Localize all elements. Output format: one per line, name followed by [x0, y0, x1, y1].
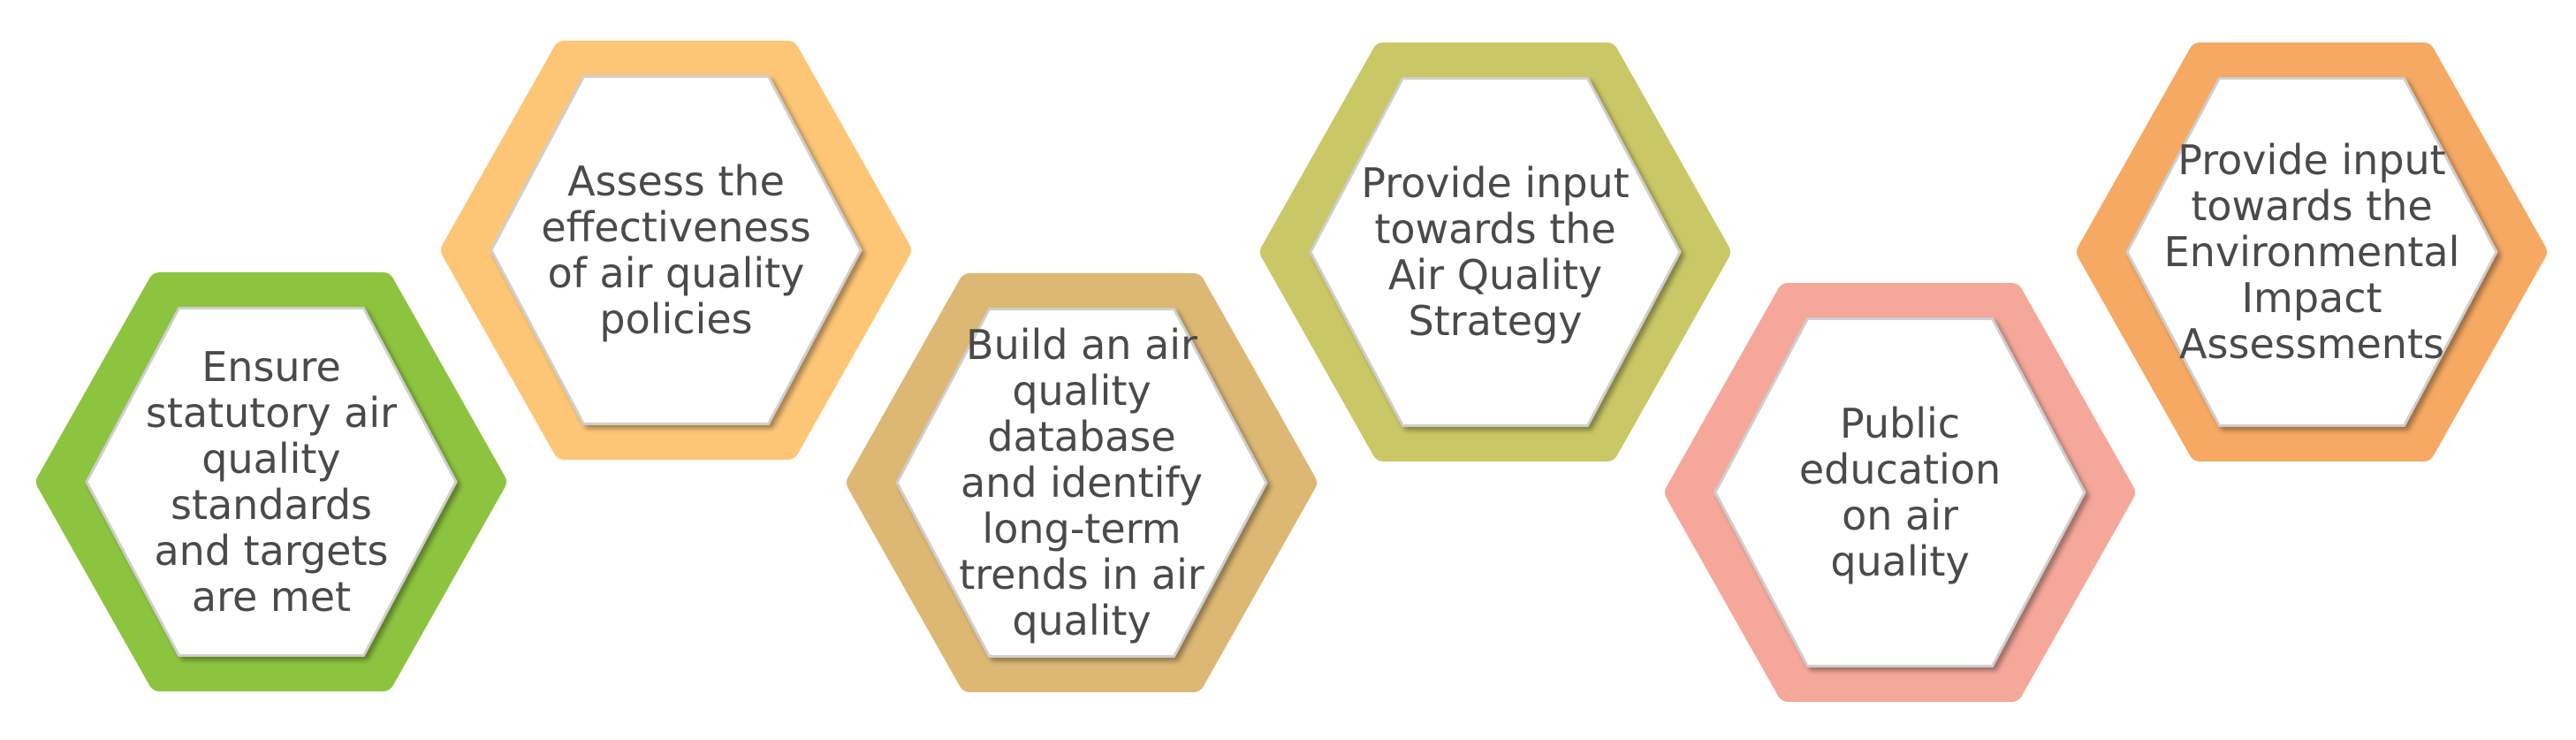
hexagon-environmental-impact [2077, 42, 2547, 462]
hexagon-air-quality-strategy-inner [1309, 77, 1682, 427]
hexagon-build-database-inner [895, 308, 1268, 658]
hexagon-public-education [1665, 283, 2135, 702]
hexagon-air-quality-strategy [1260, 42, 1730, 462]
hexagon-environmental-impact-inner [2125, 77, 2498, 427]
hexagon-public-education-inner [1714, 317, 2086, 668]
hexagon-assess-policies-inner [490, 75, 862, 425]
hexagon-assess-policies [441, 41, 911, 460]
hexagon-ensure-standards [36, 272, 506, 691]
hexagon-ensure-standards-inner [85, 307, 458, 657]
hexagon-build-database [847, 273, 1317, 692]
